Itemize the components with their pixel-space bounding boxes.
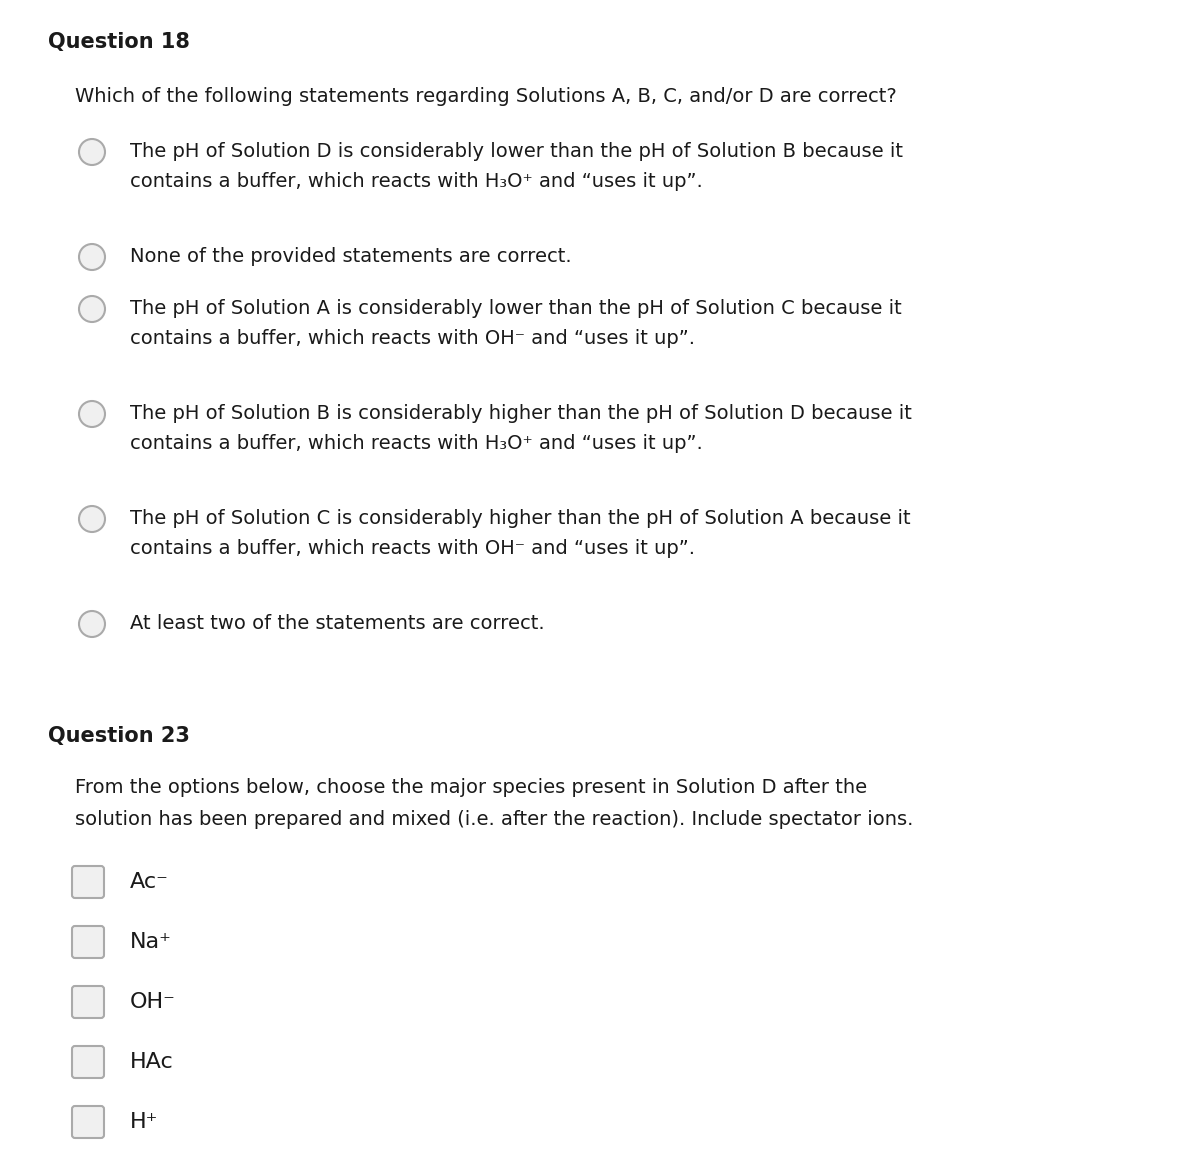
Text: OH⁻: OH⁻ <box>130 993 176 1013</box>
Text: contains a buffer, which reacts with OH⁻ and “uses it up”.: contains a buffer, which reacts with OH⁻… <box>130 539 695 557</box>
Circle shape <box>79 401 106 427</box>
FancyBboxPatch shape <box>72 985 104 1018</box>
Text: None of the provided statements are correct.: None of the provided statements are corr… <box>130 247 571 266</box>
Circle shape <box>79 612 106 637</box>
Text: H⁺: H⁺ <box>130 1112 158 1132</box>
Text: solution has been prepared and mixed (i.e. after the reaction). Include spectato: solution has been prepared and mixed (i.… <box>74 810 913 829</box>
Text: contains a buffer, which reacts with H₃O⁺ and “uses it up”.: contains a buffer, which reacts with H₃O… <box>130 434 703 453</box>
Text: Question 18: Question 18 <box>48 32 190 52</box>
Text: Ac⁻: Ac⁻ <box>130 871 169 893</box>
Text: At least two of the statements are correct.: At least two of the statements are corre… <box>130 614 545 633</box>
FancyBboxPatch shape <box>72 1045 104 1078</box>
Text: The pH of Solution A is considerably lower than the pH of Solution C because it: The pH of Solution A is considerably low… <box>130 299 901 318</box>
Text: The pH of Solution B is considerably higher than the pH of Solution D because it: The pH of Solution B is considerably hig… <box>130 405 912 423</box>
FancyBboxPatch shape <box>72 866 104 898</box>
FancyBboxPatch shape <box>72 1105 104 1138</box>
Text: HAc: HAc <box>130 1053 174 1073</box>
Circle shape <box>79 243 106 270</box>
Text: Question 23: Question 23 <box>48 726 190 746</box>
Text: Na⁺: Na⁺ <box>130 933 172 953</box>
Circle shape <box>79 506 106 532</box>
Text: contains a buffer, which reacts with H₃O⁺ and “uses it up”.: contains a buffer, which reacts with H₃O… <box>130 172 703 191</box>
Text: The pH of Solution C is considerably higher than the pH of Solution A because it: The pH of Solution C is considerably hig… <box>130 509 911 528</box>
Text: The pH of Solution D is considerably lower than the pH of Solution B because it: The pH of Solution D is considerably low… <box>130 142 904 161</box>
Text: contains a buffer, which reacts with OH⁻ and “uses it up”.: contains a buffer, which reacts with OH⁻… <box>130 329 695 348</box>
FancyBboxPatch shape <box>72 926 104 958</box>
Circle shape <box>79 296 106 322</box>
Text: Which of the following statements regarding Solutions A, B, C, and/or D are corr: Which of the following statements regard… <box>74 87 896 106</box>
Circle shape <box>79 139 106 165</box>
Text: From the options below, choose the major species present in Solution D after the: From the options below, choose the major… <box>74 779 868 797</box>
